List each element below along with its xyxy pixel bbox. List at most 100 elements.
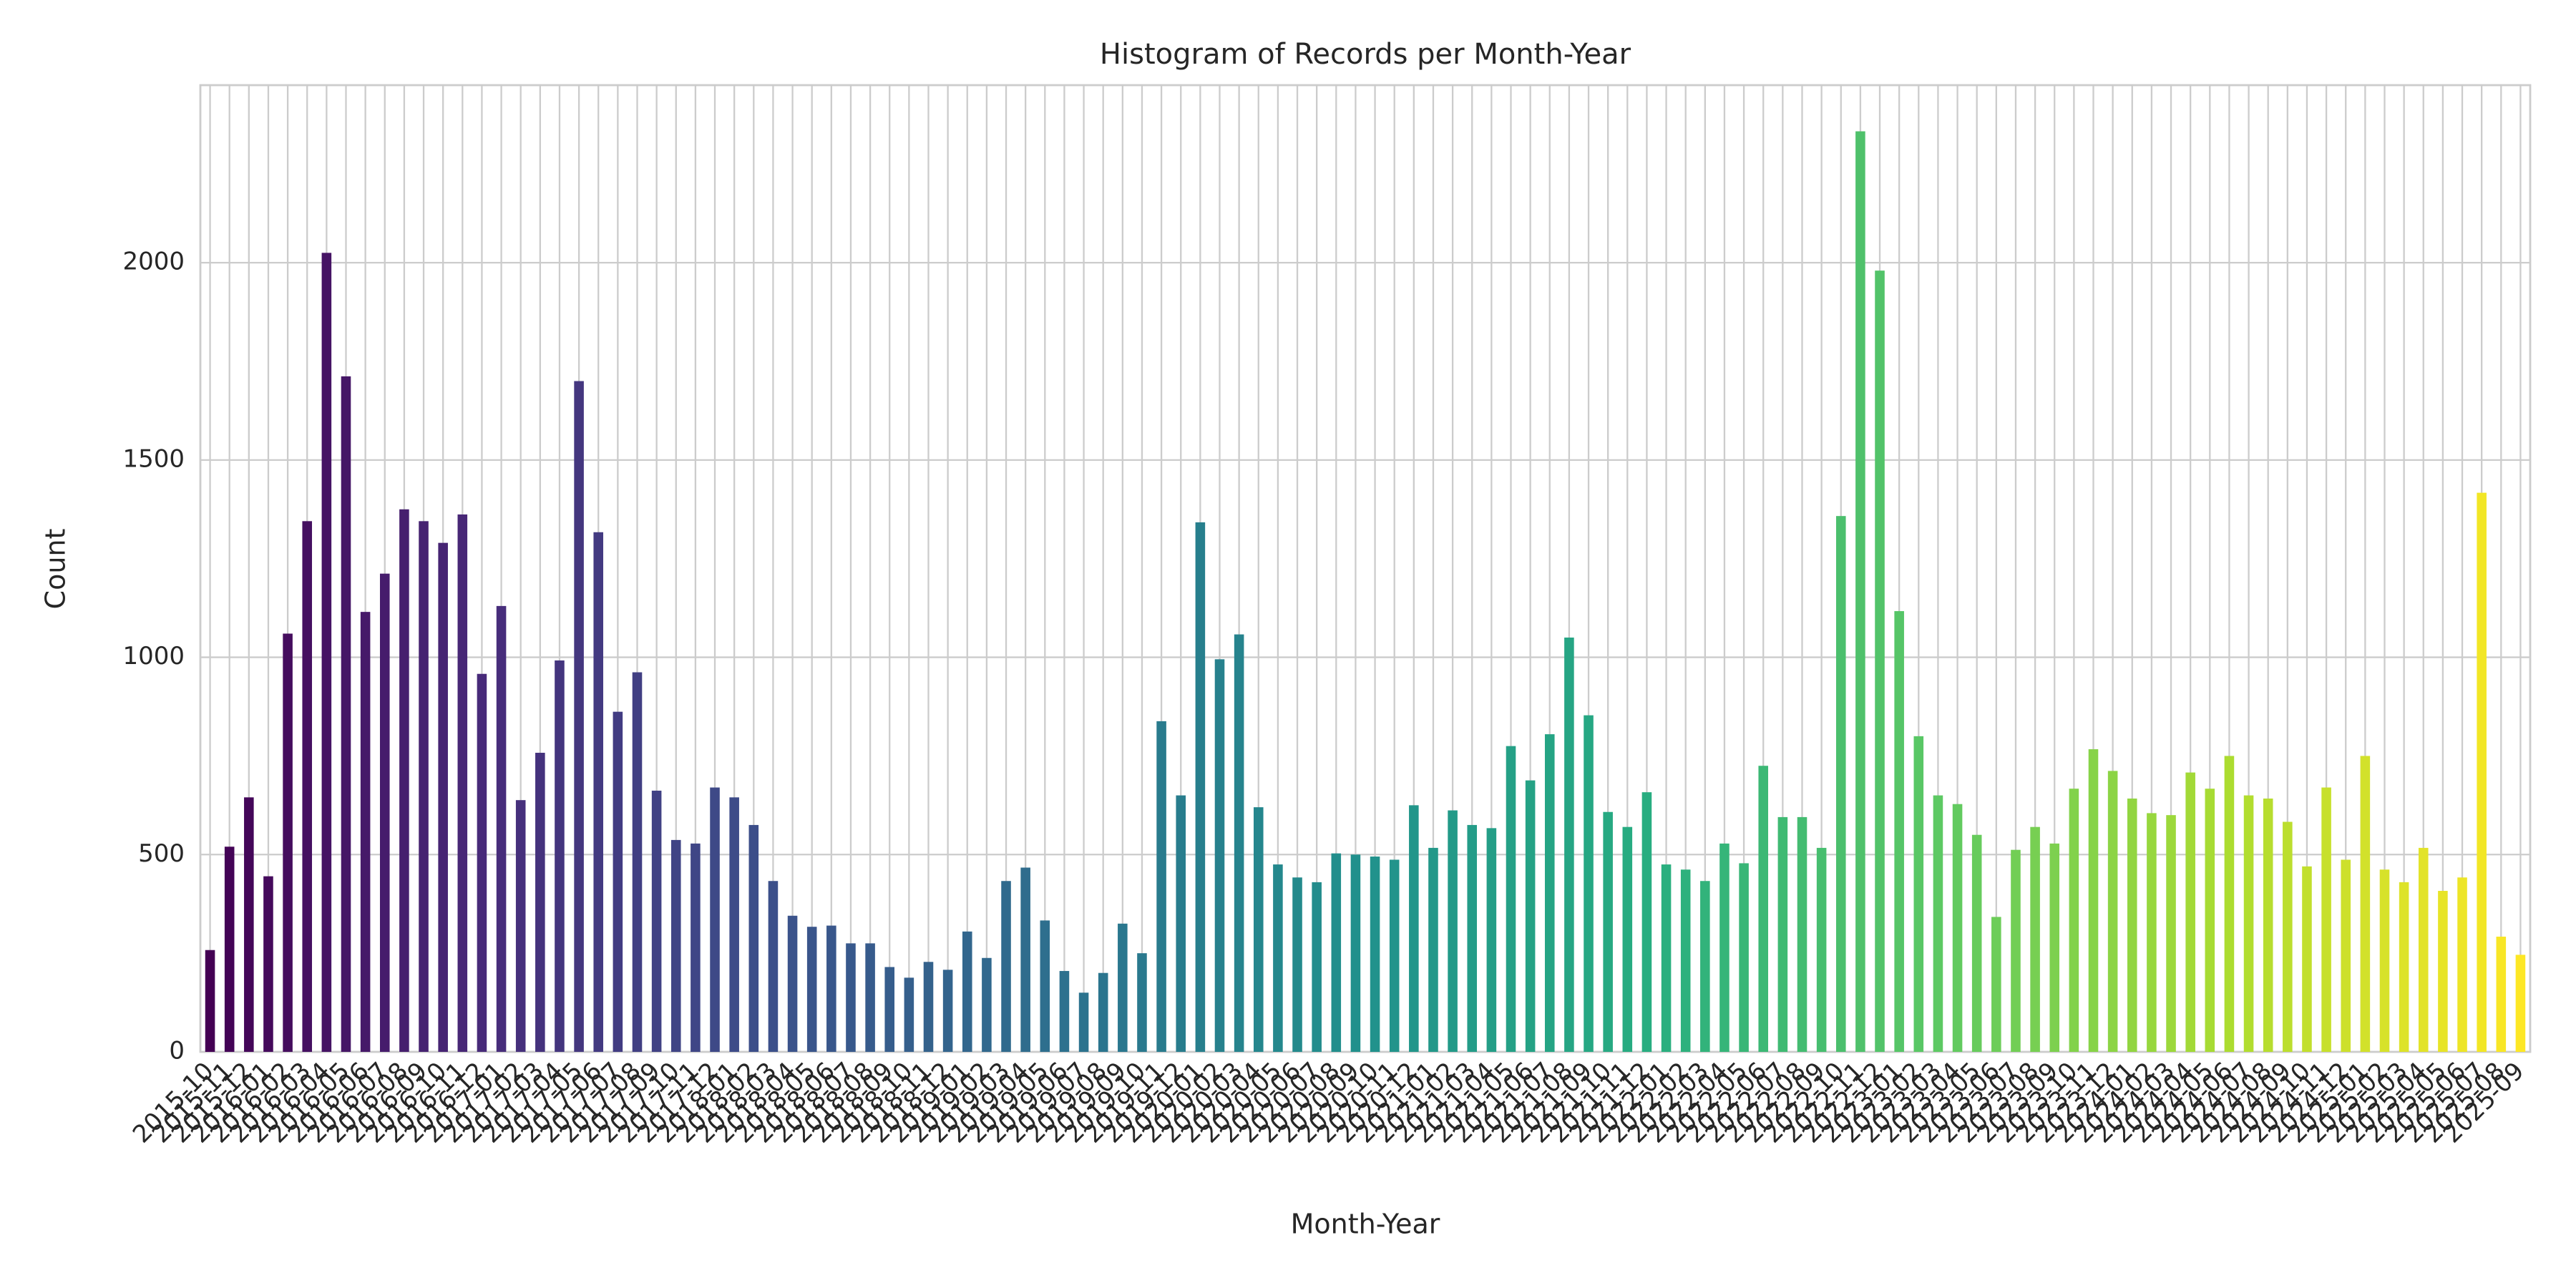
bar bbox=[1603, 811, 1613, 1052]
bar bbox=[1467, 824, 1478, 1052]
bar bbox=[2107, 771, 2118, 1052]
bar bbox=[729, 797, 739, 1052]
y-tick-label: 500 bbox=[138, 839, 185, 868]
bar bbox=[670, 839, 681, 1052]
bar bbox=[496, 605, 507, 1052]
bar bbox=[1622, 826, 1633, 1052]
bar bbox=[826, 925, 836, 1052]
bar bbox=[1991, 917, 2001, 1052]
bar bbox=[1078, 992, 1089, 1052]
bar bbox=[2147, 813, 2157, 1052]
bar bbox=[613, 711, 623, 1052]
bar bbox=[593, 532, 604, 1052]
x-axis-label: Month-Year bbox=[1291, 1209, 1440, 1240]
bar bbox=[477, 673, 487, 1052]
bar bbox=[457, 514, 468, 1052]
bar bbox=[1584, 715, 1594, 1052]
bar bbox=[2088, 749, 2099, 1052]
y-axis-label: Count bbox=[40, 529, 72, 610]
bar bbox=[1933, 795, 1943, 1052]
bar bbox=[1156, 721, 1166, 1052]
bar bbox=[2341, 859, 2351, 1052]
bar bbox=[1875, 270, 1885, 1053]
bar bbox=[1680, 869, 1691, 1052]
bar bbox=[321, 253, 332, 1052]
bar bbox=[2127, 798, 2137, 1052]
bar bbox=[2418, 847, 2429, 1052]
bar bbox=[2477, 492, 2487, 1052]
bar bbox=[2379, 869, 2390, 1052]
y-tick-label: 1500 bbox=[122, 444, 185, 473]
bar bbox=[1020, 867, 1030, 1052]
bar bbox=[2360, 756, 2371, 1052]
bar bbox=[1253, 807, 1264, 1052]
bar bbox=[1350, 854, 1361, 1052]
bar bbox=[535, 753, 545, 1052]
bar bbox=[2457, 877, 2467, 1052]
y-tick-label: 1000 bbox=[122, 642, 185, 670]
bar bbox=[865, 943, 875, 1052]
bar bbox=[1214, 659, 1225, 1052]
bar bbox=[1816, 847, 1827, 1052]
bar bbox=[1486, 828, 1497, 1052]
bar bbox=[302, 521, 313, 1052]
bar bbox=[1176, 795, 1186, 1052]
bar bbox=[574, 381, 584, 1052]
bar bbox=[1700, 881, 1710, 1052]
bar bbox=[1952, 804, 1963, 1052]
bar bbox=[1273, 864, 1283, 1052]
bar bbox=[1292, 877, 1302, 1052]
bar bbox=[438, 542, 448, 1052]
bar bbox=[2263, 798, 2273, 1052]
bar bbox=[1389, 859, 1400, 1052]
bar bbox=[1641, 792, 1652, 1052]
bar bbox=[1661, 864, 1672, 1052]
bar bbox=[1331, 853, 1342, 1052]
bar bbox=[2515, 955, 2526, 1052]
bar bbox=[1428, 847, 1438, 1052]
bar bbox=[1544, 734, 1555, 1052]
bar bbox=[1059, 970, 1070, 1052]
bar bbox=[768, 881, 779, 1052]
bar bbox=[846, 943, 856, 1052]
bar bbox=[2321, 787, 2331, 1052]
bar bbox=[1040, 920, 1050, 1052]
bar bbox=[1409, 805, 1419, 1052]
bar bbox=[515, 800, 526, 1052]
bar bbox=[399, 509, 409, 1052]
bar bbox=[884, 967, 895, 1052]
bar bbox=[962, 931, 972, 1052]
bar bbox=[806, 927, 817, 1052]
bar bbox=[1894, 611, 1904, 1052]
bar bbox=[1137, 953, 1147, 1052]
bar bbox=[942, 970, 953, 1052]
bar bbox=[1777, 816, 1788, 1052]
bar bbox=[2011, 849, 2021, 1052]
bar bbox=[1855, 131, 1865, 1053]
bar bbox=[205, 950, 215, 1052]
bar bbox=[1195, 522, 1206, 1052]
bar bbox=[1835, 516, 1846, 1052]
bar bbox=[1758, 766, 1769, 1052]
bar bbox=[2049, 843, 2060, 1052]
bar bbox=[691, 843, 701, 1052]
bar bbox=[2399, 882, 2409, 1052]
bar bbox=[2438, 891, 2448, 1052]
bar bbox=[1797, 816, 1807, 1052]
bar bbox=[1913, 736, 1924, 1052]
bar bbox=[632, 672, 643, 1052]
bar bbox=[2185, 772, 2195, 1052]
bar bbox=[1234, 634, 1244, 1052]
bar bbox=[379, 573, 390, 1052]
bar bbox=[1118, 923, 1128, 1052]
bar bbox=[1448, 810, 1458, 1052]
y-tick-label: 2000 bbox=[122, 248, 185, 276]
bar bbox=[982, 957, 992, 1052]
bar bbox=[283, 633, 293, 1052]
bar bbox=[923, 962, 934, 1052]
bar bbox=[1719, 843, 1729, 1052]
bar bbox=[419, 521, 429, 1052]
bar bbox=[360, 612, 371, 1052]
